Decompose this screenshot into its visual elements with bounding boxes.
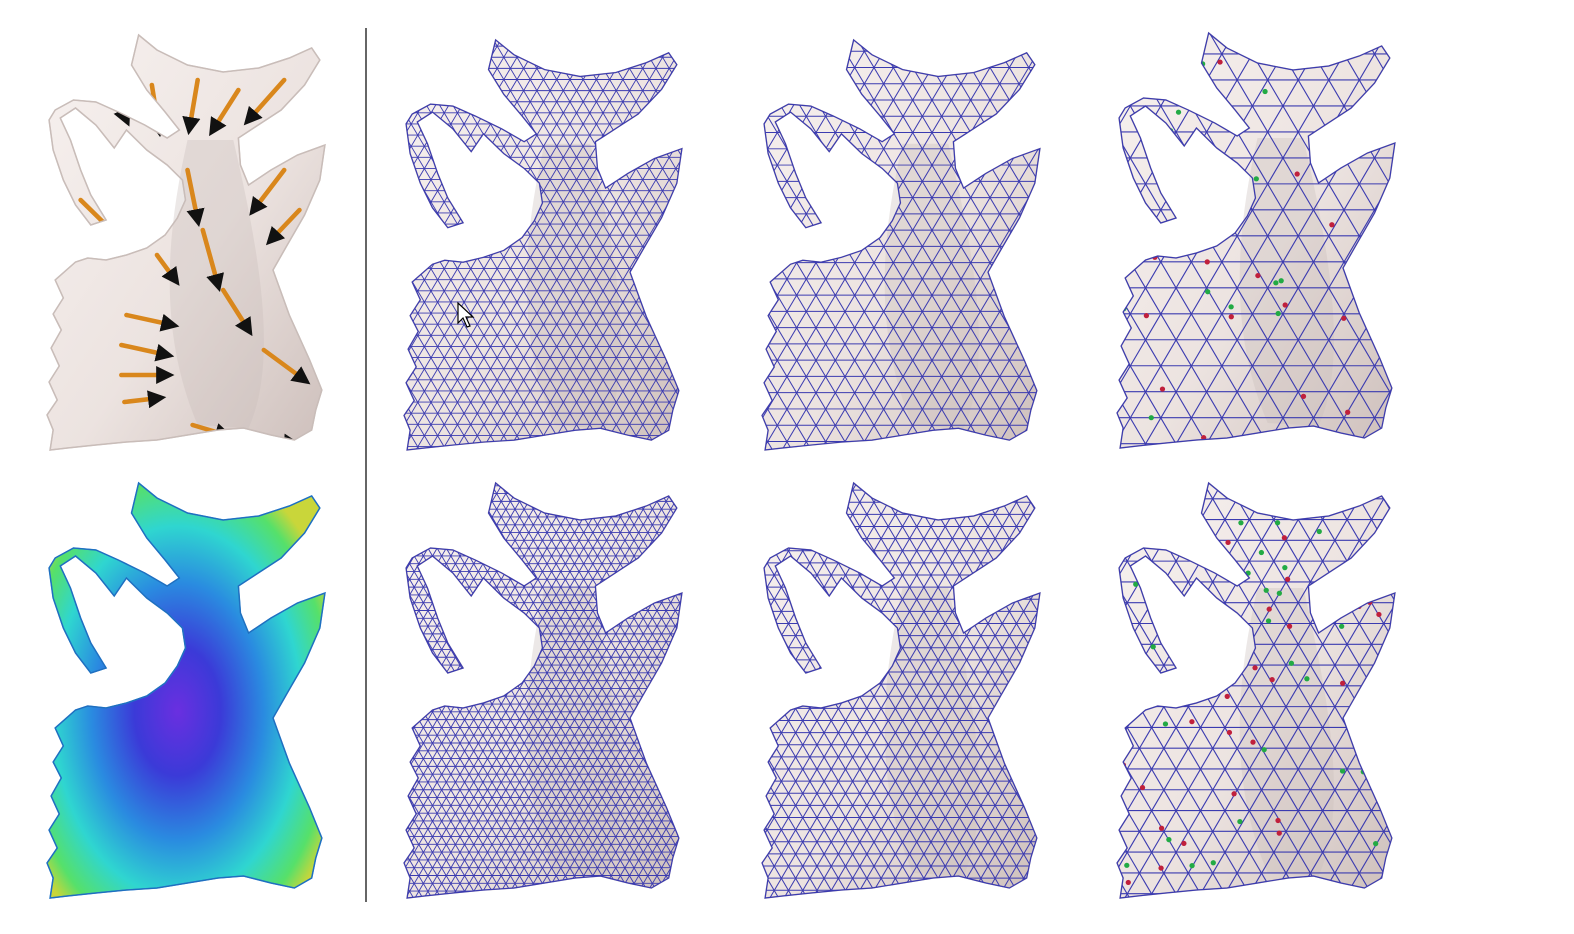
density-colormap-surface bbox=[46, 481, 326, 899]
mesh-outline bbox=[403, 38, 683, 451]
mesh-outline bbox=[1116, 31, 1396, 449]
mesh-outline bbox=[1116, 481, 1396, 899]
panel-mesh-adaptive-3 bbox=[1116, 481, 1396, 899]
panel-input-density-field bbox=[46, 481, 326, 899]
panel-input-vector-field bbox=[46, 33, 326, 451]
mesh-outline bbox=[403, 481, 683, 899]
mesh-outline bbox=[761, 38, 1041, 451]
cursor-arrow-icon bbox=[457, 301, 475, 328]
mesh-outline bbox=[46, 33, 326, 451]
mesh-outline bbox=[761, 481, 1041, 899]
mesh-outline bbox=[46, 481, 326, 899]
